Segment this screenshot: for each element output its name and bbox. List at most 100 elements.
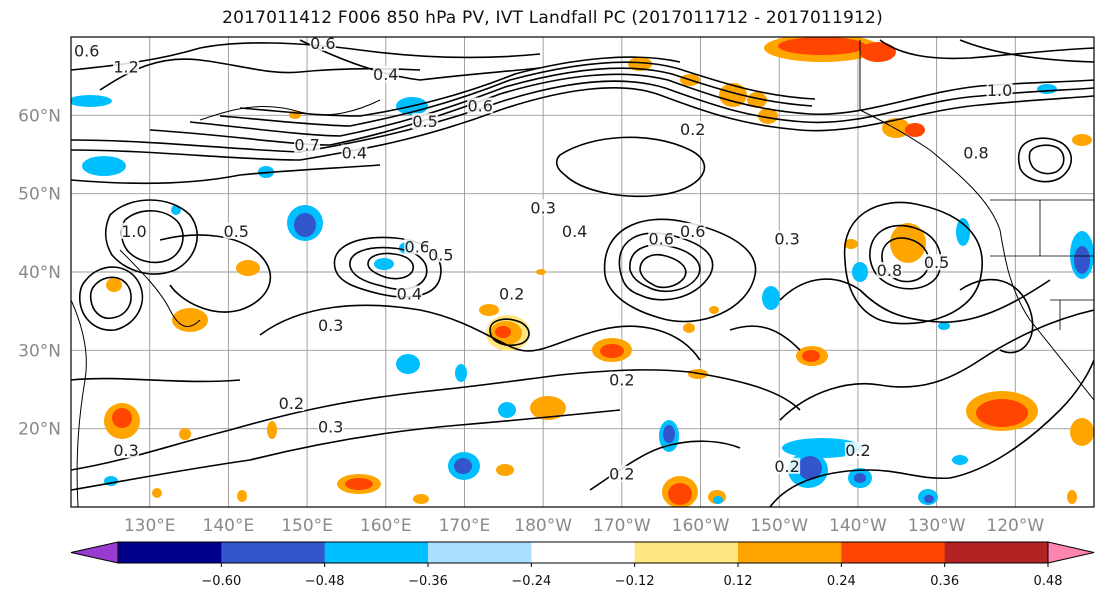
contour-label: 1.0 <box>121 222 146 241</box>
contour-label-bg <box>404 238 431 255</box>
negative-anomaly <box>294 213 316 237</box>
pv-contour <box>71 164 381 185</box>
lon-tick-label: 130°E <box>124 516 176 536</box>
negative-anomaly <box>374 258 394 270</box>
contour-label: 0.5 <box>428 245 453 264</box>
pv-contour <box>89 276 132 320</box>
colorbar-tick-labels: −0.60 −0.48 −0.36 −0.24 −0.12 0.12 0.24 0.36 0.4… <box>201 563 1062 589</box>
positive-anomaly <box>496 464 514 476</box>
contour-label: 0.3 <box>113 441 138 460</box>
pv-contour <box>189 67 813 137</box>
lon-tick-label: 180°W <box>514 516 572 536</box>
contour-label: 0.5 <box>924 253 949 272</box>
lon-tick-label: 160°E <box>360 516 412 536</box>
lon-tick-label: 150°E <box>281 516 333 536</box>
lon-tick-label: 140°W <box>829 516 887 536</box>
contour-label-bg <box>608 465 635 482</box>
negative-anomaly <box>498 402 516 418</box>
negative-anomaly <box>455 364 467 382</box>
contour-label-bg <box>120 222 147 239</box>
positive-anomaly <box>802 350 820 362</box>
contour-label: 0.3 <box>530 198 555 217</box>
negative-anomaly <box>956 218 970 246</box>
positive-anomaly <box>1072 134 1092 146</box>
pv-contour <box>71 80 1094 153</box>
map-frame <box>70 36 1095 508</box>
colorbar-segment <box>324 542 429 563</box>
positive-anomaly <box>236 260 260 276</box>
contour-label-bg <box>73 42 100 59</box>
positive-anomaly <box>890 223 926 263</box>
pv-contour <box>104 199 199 275</box>
state-borders <box>990 199 1094 257</box>
contour-label: 0.8 <box>963 144 988 163</box>
contour-labels: 0.61.20.60.40.60.50.7 0.40.20.30.41.0 0.50… <box>73 37 1013 484</box>
positive-anomaly <box>495 326 511 338</box>
contour-label-bg <box>309 37 336 51</box>
pv-contour <box>71 369 801 471</box>
pv-contour <box>1028 144 1065 175</box>
contour-label-bg <box>561 222 588 239</box>
negative-anomaly <box>924 495 934 503</box>
coastline-kamchatka <box>199 99 381 121</box>
pv-contour <box>120 210 184 264</box>
positive-anomaly <box>844 239 858 249</box>
pv-contour <box>333 236 442 298</box>
colorbar-segment <box>531 542 636 563</box>
pv-contour <box>71 87 1094 161</box>
contour-label: 0.2 <box>845 441 870 460</box>
contour-label: 0.6 <box>648 230 673 249</box>
colorbar-segment <box>944 542 1049 563</box>
pv-contour <box>959 278 1034 354</box>
contour-label-bg <box>467 97 494 114</box>
contour-label-bg <box>317 316 344 333</box>
pv-contour <box>259 304 701 361</box>
colorbar-tick-label: −0.48 <box>305 574 345 589</box>
contour-label: 0.6 <box>74 42 99 61</box>
pc-shading <box>71 37 1094 507</box>
pv-contour <box>779 309 1094 421</box>
colorbar <box>70 541 1095 564</box>
lon-tick-label: 160°W <box>672 516 730 536</box>
pv-contour <box>78 266 144 331</box>
lat-tick-label: 40°N <box>18 263 61 283</box>
colorbar-frame <box>117 541 1049 564</box>
pv-contours <box>71 39 1094 507</box>
contour-label: 0.6 <box>680 222 705 241</box>
negative-anomaly <box>396 354 420 374</box>
colorbar-segment <box>738 542 842 563</box>
lat-tick-label: 20°N <box>18 420 61 440</box>
contour-label: 0.3 <box>318 316 343 335</box>
negative-anomaly <box>454 458 472 474</box>
lon-tick-label: 120°W <box>986 516 1044 536</box>
contour-label-bg <box>679 222 706 239</box>
positive-anomaly <box>237 490 247 502</box>
pv-contour <box>1017 137 1073 183</box>
negative-anomaly <box>71 95 112 107</box>
contour-label: 0.6 <box>405 238 430 257</box>
positive-anomaly <box>747 92 767 108</box>
contour-label: 1.0 <box>987 81 1012 100</box>
pv-contour <box>349 246 428 290</box>
contour-label-bg <box>774 230 801 247</box>
contour-label-bg <box>294 136 321 153</box>
contour-label: 0.2 <box>680 120 705 139</box>
negative-anomaly <box>82 156 126 176</box>
contour-label: 0.4 <box>373 65 398 84</box>
negative-anomaly <box>854 473 866 483</box>
colorbar-tick-label: −0.24 <box>511 574 551 589</box>
pv-contour <box>879 39 1094 60</box>
pv-contour <box>367 252 414 280</box>
contour-label-bg <box>317 418 344 435</box>
lon-tick-label: 130°W <box>908 516 966 536</box>
contour-label: 0.4 <box>562 222 587 241</box>
contour-label: 0.6 <box>467 97 492 116</box>
negative-anomaly <box>798 456 822 480</box>
lat-tick-label: 60°N <box>18 106 61 126</box>
contour-label: 0.5 <box>412 112 437 131</box>
pv-contour <box>71 377 241 383</box>
positive-anomaly <box>719 83 747 107</box>
contour-label: 0.2 <box>774 457 799 476</box>
negative-anomaly <box>1074 246 1090 274</box>
lon-tick-label: 170°E <box>439 516 491 536</box>
